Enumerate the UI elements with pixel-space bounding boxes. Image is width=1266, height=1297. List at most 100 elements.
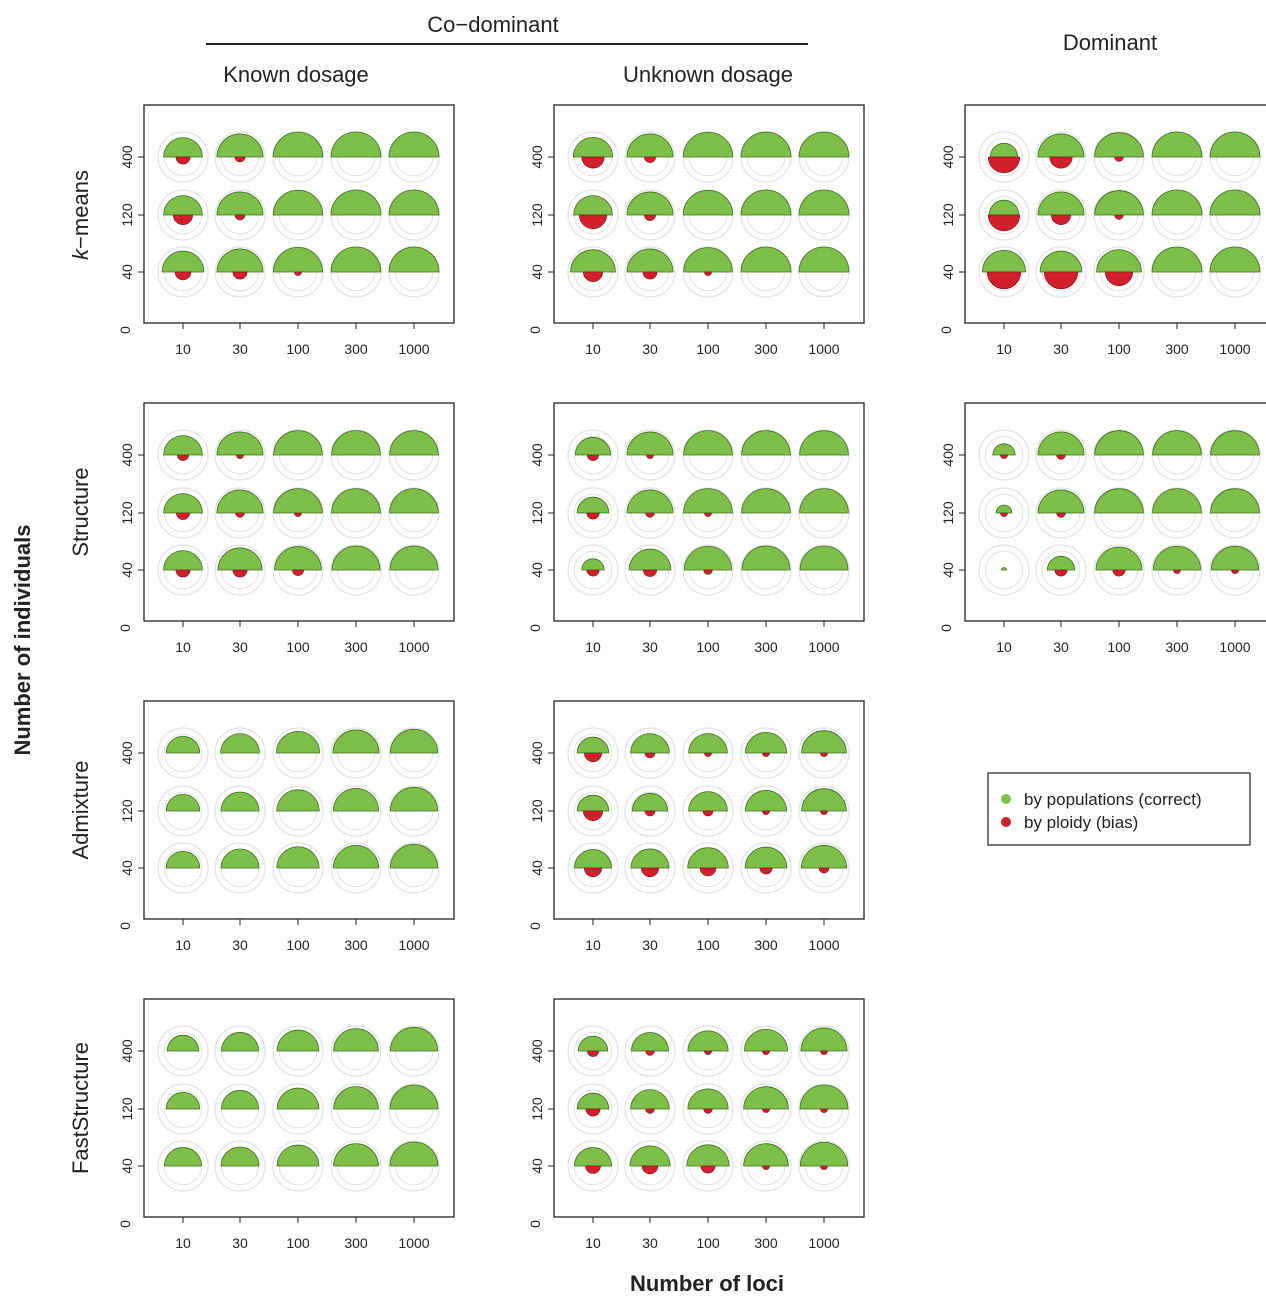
correct-halfcircle <box>216 248 264 273</box>
codominant-title: Co−dominant <box>427 12 558 37</box>
bias-halfcircle <box>234 214 246 221</box>
x-tick-label: 300 <box>754 639 778 655</box>
correct-halfcircle <box>1037 191 1085 216</box>
outline-circle <box>1035 131 1087 183</box>
x-tick-label: 30 <box>1053 639 1069 655</box>
y-tick-label: 120 <box>119 1097 135 1121</box>
bias-halfcircle <box>643 569 657 577</box>
outline-circle <box>1151 544 1203 596</box>
correct-halfcircle <box>332 729 380 754</box>
correct-halfcircle <box>330 246 382 273</box>
bias-halfcircle <box>987 214 1021 231</box>
outline-circle-inner <box>163 791 203 831</box>
outline-circle <box>272 785 324 837</box>
y-tick-label: 120 <box>119 799 135 823</box>
outline-circle <box>682 246 734 298</box>
correct-halfcircle <box>272 247 324 273</box>
outline-circle <box>330 1083 382 1135</box>
correct-halfcircle <box>220 848 260 869</box>
correct-halfcircle <box>1096 249 1142 273</box>
correct-halfcircle <box>682 189 734 216</box>
outline-circle <box>740 1025 792 1077</box>
outline-circle-inner <box>163 733 203 773</box>
x-tick-label: 1000 <box>1219 639 1250 655</box>
bias-halfcircle <box>581 156 605 169</box>
correct-halfcircle <box>1151 189 1203 216</box>
y-tick-label: 400 <box>940 145 956 169</box>
x-tick-label: 10 <box>585 639 601 655</box>
outline-circle <box>330 785 382 837</box>
x-tick-label: 1000 <box>1219 341 1250 357</box>
bias-halfcircle <box>1114 214 1124 220</box>
bias-halfcircle <box>587 1050 599 1057</box>
correct-halfcircle <box>163 550 203 571</box>
correct-halfcircle <box>163 493 203 514</box>
correct-halfcircle <box>332 845 380 869</box>
outline-circle <box>567 785 619 837</box>
correct-halfcircle <box>1210 545 1260 571</box>
outline-circle <box>567 429 619 481</box>
correct-halfcircle <box>744 846 788 869</box>
y-zero-label: 0 <box>938 624 954 632</box>
x-tick-label: 10 <box>585 341 601 357</box>
outline-circle <box>214 1025 266 1077</box>
bias-halfcircle <box>645 1050 655 1056</box>
bias-halfcircle <box>586 512 600 520</box>
correct-halfcircle <box>988 199 1020 216</box>
x-tick-label: 10 <box>996 341 1012 357</box>
outline-circle <box>214 842 266 894</box>
y-tick-label: 400 <box>529 741 545 765</box>
y-tick-label: 120 <box>119 203 135 227</box>
bias-halfcircle <box>1049 156 1073 169</box>
bias-halfcircle <box>644 156 656 163</box>
correct-halfcircle <box>389 729 439 754</box>
correct-halfcircle <box>741 545 791 571</box>
y-tick-label: 400 <box>119 145 135 169</box>
outline-circle <box>272 1025 324 1077</box>
outline-circle <box>624 131 676 183</box>
bias-halfcircle <box>641 867 659 877</box>
bias-halfcircle <box>704 752 712 757</box>
correct-halfcircle <box>1151 131 1203 158</box>
outline-circle-inner <box>573 550 613 590</box>
bias-halfcircle <box>762 1108 770 1113</box>
bias-halfcircle <box>986 271 1022 290</box>
bias-halfcircle <box>1043 271 1079 289</box>
outline-circle <box>157 1025 209 1077</box>
correct-halfcircle <box>217 547 263 571</box>
outline-circle-inner <box>573 493 613 533</box>
correct-halfcircle <box>332 788 380 812</box>
dominant-title: Dominant <box>1063 30 1157 55</box>
correct-halfcircle <box>683 488 733 514</box>
bias-halfcircle <box>1114 156 1124 162</box>
outline-circle <box>682 544 734 596</box>
outline-circle <box>214 189 266 241</box>
correct-halfcircle <box>801 730 847 754</box>
bias-halfcircle <box>820 810 828 815</box>
y-tick-label: 40 <box>940 562 956 578</box>
correct-halfcircle <box>741 430 791 456</box>
outline-circle <box>682 487 734 539</box>
correct-halfcircle <box>687 1088 729 1110</box>
bias-halfcircle <box>818 867 830 874</box>
outline-circle <box>978 246 1030 298</box>
bias-halfcircle <box>759 867 773 875</box>
x-tick-label: 30 <box>232 937 248 953</box>
outline-circle <box>624 189 676 241</box>
y-tick-label: 400 <box>119 1039 135 1063</box>
outline-circle <box>624 727 676 779</box>
x-tick-label: 10 <box>175 937 191 953</box>
correct-halfcircle <box>1037 489 1085 514</box>
outline-circle <box>740 785 792 837</box>
x-tick-label: 1000 <box>808 937 839 953</box>
outline-circle <box>1035 429 1087 481</box>
correct-halfcircle <box>274 546 322 571</box>
correct-halfcircle <box>331 545 381 571</box>
correct-halfcircle <box>799 1084 849 1110</box>
outline-circle <box>567 1140 619 1192</box>
correct-halfcircle <box>744 789 788 812</box>
panel: 40 120 400 0 10 30 100 300 1000 <box>117 402 455 655</box>
correct-halfcircle <box>576 496 610 514</box>
outline-circle <box>272 1083 324 1135</box>
correct-halfcircle <box>799 545 849 571</box>
